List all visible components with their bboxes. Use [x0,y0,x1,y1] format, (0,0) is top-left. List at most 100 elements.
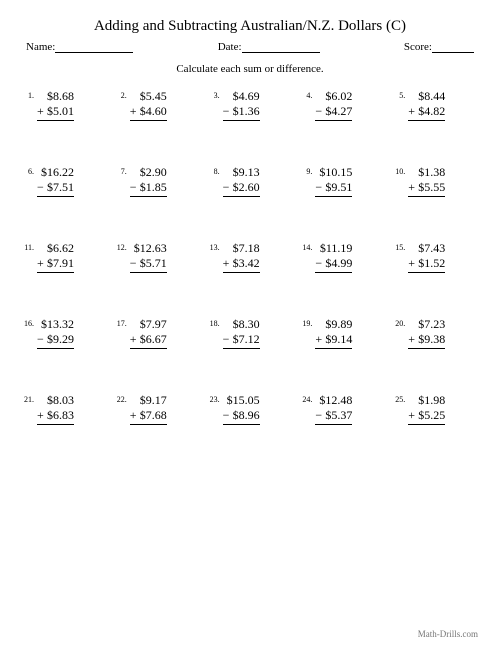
problem-stack: $13.32−$9.29 [37,317,74,349]
problem-number: 25. [393,393,405,404]
top-value: $16.22 [37,165,74,180]
problem: 18.$8.30−$7.12 [208,317,293,349]
top-value: $12.63 [130,241,167,256]
problem: 9.$10.15−$9.51 [300,165,385,197]
bottom-row: +$3.42 [223,256,260,273]
date-blank[interactable] [242,42,320,53]
problem: 13.$7.18+$3.42 [208,241,293,273]
problem-number: 1. [22,89,34,100]
operator: − [223,104,233,119]
operator: − [223,180,233,195]
problem: 23.$15.05−$8.96 [208,393,293,425]
problem-number: 17. [115,317,127,328]
operator: − [315,104,325,119]
problem-stack: $1.38+$5.55 [408,165,445,197]
bottom-row: −$9.51 [315,180,352,197]
problem: 5.$8.44+$4.82 [393,89,478,121]
top-value: $15.05 [223,393,260,408]
problem-number: 14. [300,241,312,252]
operator: − [223,332,233,347]
problem-number: 3. [208,89,220,100]
bottom-value: $9.14 [325,332,352,347]
score-field: Score: [404,41,474,53]
bottom-row: +$9.14 [315,332,352,349]
problem-number: 22. [115,393,127,404]
top-value: $4.69 [223,89,260,104]
bottom-row: +$5.01 [37,104,74,121]
bottom-value: $7.51 [47,180,74,195]
bottom-row: +$5.55 [408,180,445,197]
problem-stack: $11.19−$4.99 [315,241,352,273]
bottom-row: +$6.83 [37,408,74,425]
problem-grid: 1.$8.68+$5.012.$5.45+$4.603.$4.69−$1.364… [22,89,478,425]
problem-number: 19. [300,317,312,328]
problem-stack: $8.30−$7.12 [223,317,260,349]
problem-stack: $15.05−$8.96 [223,393,260,425]
problem-number: 21. [22,393,34,404]
problem-stack: $4.69−$1.36 [223,89,260,121]
problem-stack: $7.43+$1.52 [408,241,445,273]
problem: 16.$13.32−$9.29 [22,317,107,349]
problem-number: 16. [22,317,34,328]
problem-stack: $7.18+$3.42 [223,241,260,273]
name-blank[interactable] [55,42,133,53]
bottom-row: +$7.68 [130,408,167,425]
top-value: $6.02 [315,89,352,104]
operator: − [315,408,325,423]
bottom-value: $5.25 [418,408,445,423]
bottom-value: $9.29 [47,332,74,347]
operator: + [130,104,140,119]
problem-stack: $6.62+$7.91 [37,241,74,273]
problem: 1.$8.68+$5.01 [22,89,107,121]
bottom-row: +$1.52 [408,256,445,273]
problem: 17.$7.97+$6.67 [115,317,200,349]
problem-stack: $6.02−$4.27 [315,89,352,121]
top-value: $1.98 [408,393,445,408]
bottom-row: −$7.12 [223,332,260,349]
operator: − [315,256,325,271]
problem: 24.$12.48−$5.37 [300,393,385,425]
problem-stack: $2.90−$1.85 [130,165,167,197]
problem-stack: $7.97+$6.67 [130,317,167,349]
problem: 19.$9.89+$9.14 [300,317,385,349]
problem-number: 12. [115,241,127,252]
problem-stack: $9.13−$2.60 [223,165,260,197]
problem-stack: $9.89+$9.14 [315,317,352,349]
problem: 20.$7.23+$9.38 [393,317,478,349]
problem-stack: $8.68+$5.01 [37,89,74,121]
bottom-row: −$7.51 [37,180,74,197]
bottom-row: −$5.71 [130,256,167,273]
operator: + [315,332,325,347]
name-field: Name: [26,41,133,53]
operator: + [130,408,140,423]
bottom-value: $4.82 [418,104,445,119]
top-value: $7.97 [130,317,167,332]
score-blank[interactable] [432,42,474,53]
top-value: $7.18 [223,241,260,256]
problem: 21.$8.03+$6.83 [22,393,107,425]
problem-number: 4. [300,89,312,100]
bottom-row: −$4.27 [315,104,352,121]
bottom-value: $4.60 [140,104,167,119]
bottom-value: $7.91 [47,256,74,271]
bottom-value: $6.67 [140,332,167,347]
problem-number: 11. [22,241,34,252]
problem-stack: $7.23+$9.38 [408,317,445,349]
operator: + [408,180,418,195]
problem-number: 20. [393,317,405,328]
header-row: Name: Date: Score: [22,41,478,53]
problem: 2.$5.45+$4.60 [115,89,200,121]
bottom-row: −$8.96 [223,408,260,425]
operator: − [315,180,325,195]
bottom-row: −$1.85 [130,180,167,197]
problem: 12.$12.63−$5.71 [115,241,200,273]
bottom-value: $7.68 [140,408,167,423]
operator: + [37,104,47,119]
top-value: $1.38 [408,165,445,180]
operator: + [408,104,418,119]
problem-number: 23. [208,393,220,404]
bottom-value: $4.99 [325,256,352,271]
problem-number: 15. [393,241,405,252]
operator: + [130,332,140,347]
top-value: $8.30 [223,317,260,332]
